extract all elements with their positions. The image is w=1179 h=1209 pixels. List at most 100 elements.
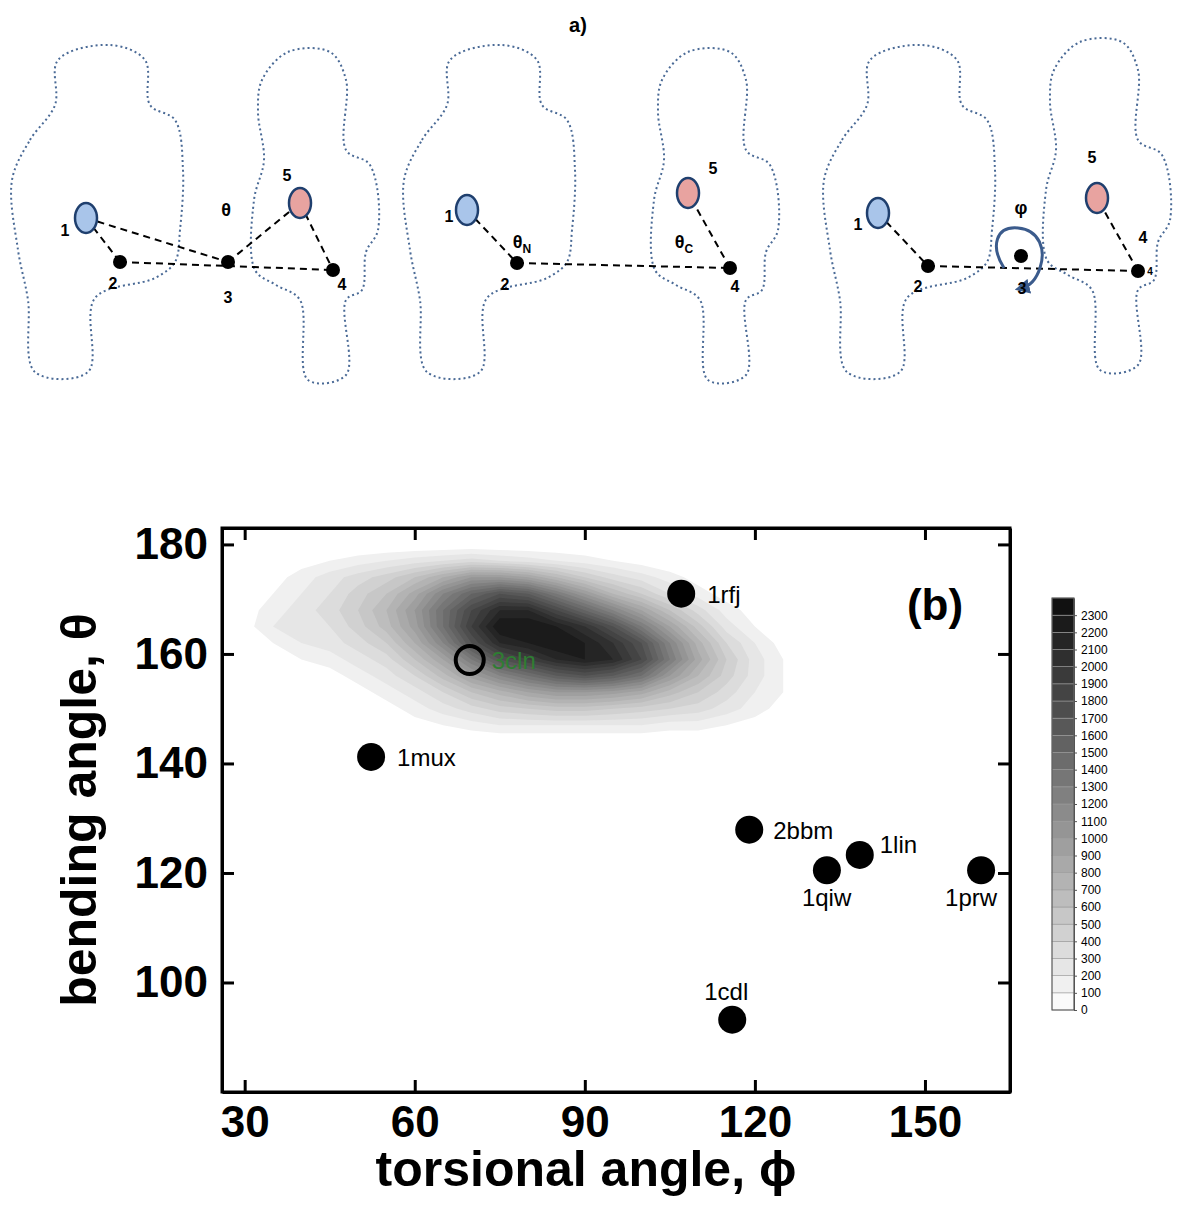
tick <box>755 528 756 540</box>
tick-mark <box>222 762 234 765</box>
tick <box>415 528 416 540</box>
tick-mark <box>924 528 927 540</box>
figure: a)12345θ1245θNθC123454φ30609012015010012… <box>0 0 1179 1209</box>
tick-label: 800 <box>1081 866 1101 880</box>
points <box>357 580 995 1034</box>
density-band <box>422 580 683 690</box>
tick: 120 <box>719 1080 792 1146</box>
tick-label: 180 <box>135 519 208 568</box>
tick-label: 140 <box>135 738 208 787</box>
axis-line <box>1009 529 1012 1093</box>
tick: 2200 <box>1074 626 1108 640</box>
tick: 400 <box>1074 935 1101 949</box>
angle-symbol: θ <box>513 232 523 252</box>
center-point <box>221 255 235 269</box>
panel-label: (b) <box>907 580 963 629</box>
point-label: 5 <box>1088 149 1097 166</box>
colorbar: 0100200300400500600700800900100011001200… <box>1052 598 1108 1017</box>
tick-label: 900 <box>1081 849 1101 863</box>
tick-mark <box>414 528 417 540</box>
colorbar-swatch <box>1052 804 1074 821</box>
colorbar-swatch <box>1052 615 1074 632</box>
y-axis: 100120140160180 <box>135 519 234 1092</box>
tick-label: 60 <box>391 1097 440 1146</box>
connector <box>86 218 228 262</box>
residue-c <box>1086 183 1108 213</box>
tick: 500 <box>1074 918 1101 932</box>
angle-subscript: N <box>523 242 532 256</box>
tick-label: 30 <box>221 1097 270 1146</box>
tick-label: 120 <box>135 848 208 897</box>
tick-label: 1100 <box>1081 815 1107 829</box>
tick: 1400 <box>1074 763 1108 777</box>
colorbar-swatch <box>1052 838 1074 855</box>
colorbar-swatch <box>1052 753 1074 770</box>
structure-label: 1lin <box>880 831 917 858</box>
tick-label: 2100 <box>1081 643 1108 657</box>
tick-label: 90 <box>561 1097 610 1146</box>
tick-mark <box>998 762 1010 765</box>
tick: 120 <box>135 848 234 897</box>
structure-point <box>456 646 484 674</box>
connector <box>228 203 300 262</box>
colorbar-swatch <box>1052 701 1074 718</box>
tick-label: 300 <box>1081 952 1101 966</box>
plot-area <box>254 549 995 1034</box>
density-band <box>372 567 718 707</box>
point-label: 1 <box>445 208 454 225</box>
tick: 1100 <box>1074 815 1107 829</box>
structure-point <box>735 816 763 844</box>
x-axis-title: torsional angle, ϕ <box>376 1141 797 1197</box>
tick-mark <box>924 1080 927 1092</box>
domain-outline <box>403 45 575 379</box>
y-axis-title: bending angle, θ <box>51 613 107 1007</box>
diagram: a)12345θ1245θNθC123454φ <box>11 14 1171 384</box>
tick-label: 1200 <box>1081 797 1108 811</box>
tick-label: 1500 <box>1081 746 1108 760</box>
chart: 306090120150100120140160180torsional ang… <box>51 519 1011 1197</box>
tick-mark <box>998 653 1010 656</box>
tick <box>998 544 1010 545</box>
center-point <box>1131 264 1145 278</box>
colorbar-swatch <box>1052 856 1074 873</box>
tick: 180 <box>135 519 234 568</box>
tick: 1300 <box>1074 780 1108 794</box>
tick: 1600 <box>1074 729 1108 743</box>
residue-n <box>867 198 889 228</box>
center-point <box>1014 249 1028 263</box>
structure-label: 1mux <box>397 744 456 771</box>
tick <box>998 873 1010 874</box>
colorbar-swatch <box>1052 873 1074 890</box>
point-label: 5 <box>283 167 292 184</box>
axis-line <box>221 529 224 1093</box>
point-label: 2 <box>501 276 510 293</box>
tick <box>998 654 1010 655</box>
tick-label: 1400 <box>1081 763 1108 777</box>
diagram-panel: 1245θNθC <box>403 45 779 384</box>
center-point <box>921 259 935 273</box>
structure-label: 3cln <box>492 647 536 674</box>
tick-mark <box>244 528 247 540</box>
tick-label: 100 <box>135 957 208 1006</box>
angle-label: θN <box>513 232 531 256</box>
angle-label: θ <box>221 200 231 220</box>
point-label: 2 <box>109 275 118 292</box>
density-band <box>254 549 783 733</box>
domain-outline <box>251 48 379 384</box>
density-band <box>386 570 710 704</box>
tick-mark <box>754 528 757 540</box>
point-label: 4 <box>338 276 347 293</box>
density-band <box>358 565 726 711</box>
tick <box>585 528 586 540</box>
residue-n <box>456 195 478 225</box>
tick-label: 200 <box>1081 969 1101 983</box>
tick-label: 1700 <box>1081 712 1108 726</box>
diagram-title: a) <box>569 14 587 36</box>
density-band <box>339 562 738 716</box>
point-label: 3 <box>1018 280 1027 297</box>
point-label: 1 <box>61 222 70 239</box>
point-label: 4 <box>731 278 740 295</box>
tick: 1700 <box>1074 712 1108 726</box>
structure-point <box>846 841 874 869</box>
tick-mark <box>244 1080 247 1092</box>
